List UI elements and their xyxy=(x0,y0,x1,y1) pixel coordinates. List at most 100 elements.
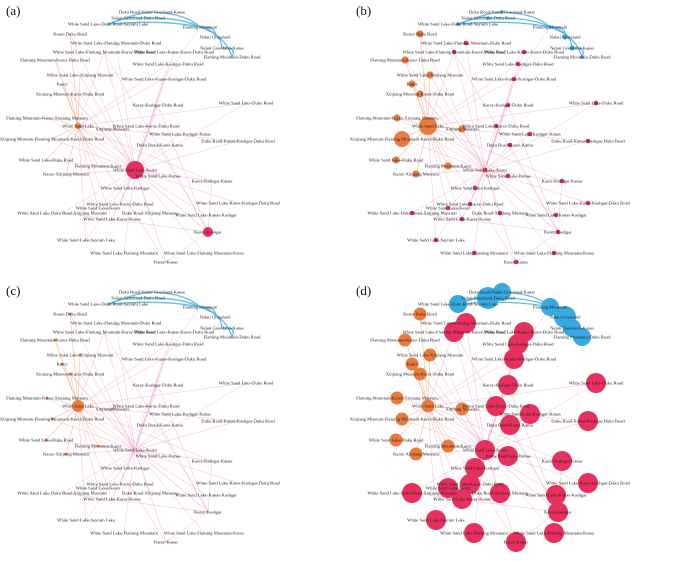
network-edge xyxy=(77,125,87,241)
network-edge xyxy=(461,169,486,220)
network-edge xyxy=(427,125,449,209)
network-node xyxy=(475,440,495,460)
node-label: White Sand Lake-Kanas-Karez-Duku Road xyxy=(134,330,215,335)
network-node xyxy=(513,259,519,265)
node-label: White Sand Lake-Flaming Mountain xyxy=(90,251,158,256)
network-edge xyxy=(134,169,167,263)
network-edge xyxy=(77,405,99,489)
network-node xyxy=(413,307,427,321)
node-label: White Sand Lake xyxy=(412,124,444,129)
network-edge xyxy=(77,382,247,407)
node-label: White Sand Lake-Duku Road-Sayram Lake xyxy=(418,22,498,27)
network-node xyxy=(444,162,452,170)
network-edge xyxy=(77,405,113,500)
node-label: Flaming Mountain-Karez xyxy=(425,444,472,449)
network-edge xyxy=(419,33,486,171)
network-edge xyxy=(77,405,167,543)
network-node xyxy=(412,170,420,178)
node-label: White Sand Lake-Karez-Duku Road xyxy=(437,482,505,487)
node-label: Xinjiang Museum-Flaming Mountain-Karez-D… xyxy=(350,137,455,142)
node-label: Duku Road-Kanas-Kashgar-Duku Road xyxy=(201,139,275,144)
network-edge xyxy=(77,125,167,263)
network-edge xyxy=(61,363,79,407)
node-label: Karez xyxy=(57,362,68,367)
network-edge xyxy=(111,408,136,451)
node-label: White Sand Lake-Flaming Mountain-Karez-D… xyxy=(53,50,157,55)
network-edge xyxy=(404,59,429,127)
network-node xyxy=(486,16,490,20)
network-node xyxy=(553,212,559,218)
network-node xyxy=(419,117,437,135)
node-label: White Sand Lake-Kanas-Karez-Duku Road xyxy=(484,50,565,55)
node-label: Duku Road-Karez-Kanas xyxy=(137,423,184,428)
network-edge xyxy=(77,405,99,447)
network-edge xyxy=(134,78,165,171)
node-label: White Sand Lake-Karez-Kanas xyxy=(433,217,491,222)
node-label: Flaming Mountain-Duku Road xyxy=(204,335,262,340)
node-label: White Sand Lake-Flaming Mountain-Karez xyxy=(164,251,244,256)
network-edge xyxy=(107,301,201,308)
node-label: White Sand Lake-Kashgar-Duku Road xyxy=(482,342,554,347)
node-label: White Sand Lake-Kashgar-Kanas xyxy=(499,132,561,137)
network-edge xyxy=(46,117,136,171)
network-node xyxy=(586,373,606,393)
network-edge xyxy=(484,169,555,254)
network-node xyxy=(395,412,409,426)
node-label: Nalati Grassland-Kanas xyxy=(200,46,244,51)
network-edge xyxy=(427,125,517,263)
network-edge xyxy=(396,117,486,171)
network-edge xyxy=(207,180,213,233)
network-edge xyxy=(77,405,239,422)
network-node xyxy=(409,447,423,461)
node-label: White Sand Lake-Flaming Mountain xyxy=(440,531,508,536)
network-edge xyxy=(199,306,216,318)
node-label: Duku Road-Kanas-Kashgar-Duku Road xyxy=(551,139,625,144)
network-edge xyxy=(557,180,563,233)
node-label: White Sand Lake-Kashgar xyxy=(451,466,500,471)
node-label: White Sand Lake-Kanas xyxy=(486,454,531,459)
network-node xyxy=(389,433,403,447)
network-node xyxy=(578,473,598,493)
network-edge xyxy=(427,358,515,407)
network-node xyxy=(416,90,424,98)
node-label: Karez-Kashgar-Kanas xyxy=(192,179,233,184)
network-edge xyxy=(85,449,136,521)
node-label: Karez-Kashgar xyxy=(544,230,572,235)
node-label: White Sand Lake-Duku Road-Sayram Lake xyxy=(418,302,498,307)
network-edge xyxy=(163,26,201,80)
network-node xyxy=(423,348,437,362)
network-node xyxy=(497,210,503,216)
nodes-layer xyxy=(44,312,114,456)
network-edge xyxy=(69,33,136,171)
network-edge xyxy=(427,405,486,451)
network-node xyxy=(78,353,82,357)
network-edge xyxy=(103,331,136,451)
node-label: White Sand Lake-Sayram Lake xyxy=(57,518,115,523)
network-node xyxy=(500,415,520,435)
node-label: Nalati Grassland-Duku Road xyxy=(111,296,165,301)
node-label: Nalati Grassland-Kanas xyxy=(200,326,244,331)
network-edge xyxy=(484,104,509,171)
network-edge xyxy=(77,74,81,127)
node-label: White Sand Lake-Kashgar-Kanas xyxy=(149,132,211,137)
network-edge xyxy=(134,449,167,543)
node-label: Duku Road-Xinjiang Museum xyxy=(122,491,178,496)
network-edge xyxy=(134,169,213,182)
node-label: Flaming Mountain-Karez-Xinjiang Museum xyxy=(6,396,88,401)
node-label: Nalati Grassland xyxy=(200,35,231,40)
network-edge xyxy=(46,397,136,451)
network-edge xyxy=(427,405,449,489)
node-label: White Sand Lake-Kanas xyxy=(136,174,181,179)
node-label: Duku Road-Kanas-Kashgar-Duku Road xyxy=(201,419,275,424)
node-label: Duku Road-Nalati Grassland-Kanas xyxy=(119,10,186,15)
network-node xyxy=(416,30,424,38)
network-node xyxy=(392,156,400,164)
network-node xyxy=(433,237,439,243)
network-edge xyxy=(111,449,136,500)
network-edge xyxy=(427,125,589,142)
network-edge xyxy=(513,26,551,80)
node-label: Flaming Mountain-Karez xyxy=(75,164,122,169)
network-node xyxy=(68,372,72,376)
